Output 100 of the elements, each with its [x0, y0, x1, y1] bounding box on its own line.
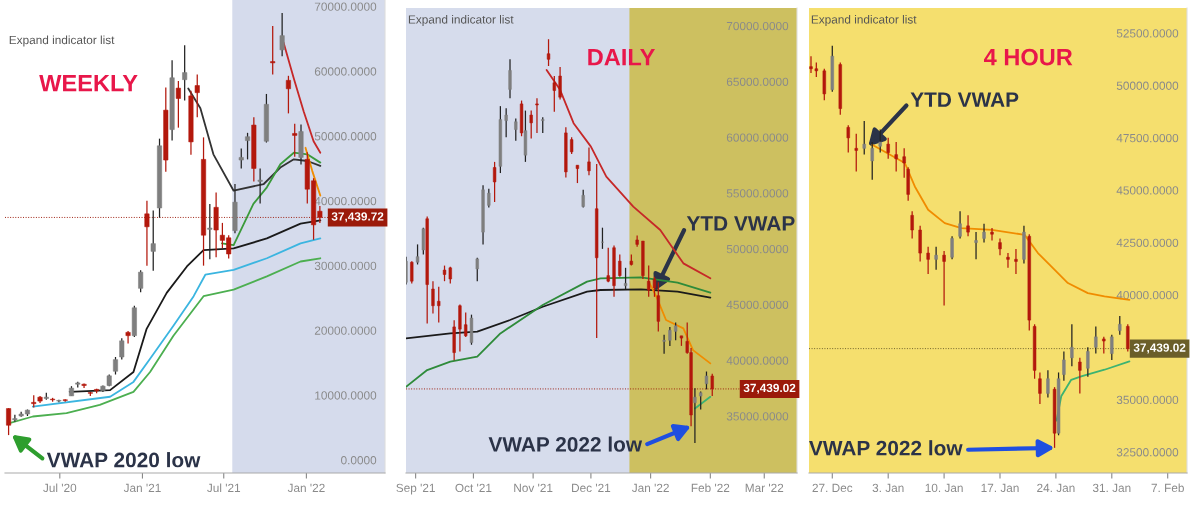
y-tick-label: 60000.0000 [314, 67, 377, 76]
x-tick-label: Sep '21 [396, 483, 435, 495]
candlestick [910, 210, 914, 240]
candlestick [415, 243, 420, 266]
text: 4 HOUR [983, 48, 1073, 66]
y-tick-label: 52500.0000 [1116, 29, 1179, 38]
candlestick [934, 246, 938, 271]
y-tick-label: 30000.0000 [314, 261, 377, 271]
candlestick [144, 200, 150, 267]
x-tick-label: Mar '22 [745, 483, 784, 493]
candlestick [618, 253, 622, 278]
candlestick [710, 373, 714, 397]
y-tick-label: 70000.0000 [314, 2, 377, 11]
candlestick [175, 80, 181, 129]
candlestick [1126, 323, 1130, 353]
text: WEEKLY [39, 75, 138, 92]
candlestick [270, 25, 276, 76]
y-tick-label: 10000.0000 [315, 391, 377, 400]
candlestick [508, 58, 512, 99]
x-tick-label: 3. Jan [872, 483, 904, 493]
y-tick-label: 70000.0000 [726, 21, 789, 31]
annotation: VWAP 2022 low [809, 440, 963, 456]
candlestick [410, 260, 414, 285]
candlestick [487, 188, 491, 209]
y-tick-label: 32500.0000 [1116, 448, 1179, 457]
candlestick [245, 132, 251, 161]
x-tick-label: Jan '21 [123, 483, 161, 493]
candlestick [894, 141, 898, 173]
candlestick [182, 44, 188, 102]
y-tick-label: 50000.0000 [314, 132, 377, 141]
candlestick [942, 250, 946, 307]
candlestick [292, 123, 298, 158]
candlestick [990, 227, 994, 242]
ref-line-label: 37,439.02 [1133, 343, 1186, 354]
y-tick-label: 42500.0000 [1116, 238, 1179, 247]
y-tick-label: 35000.0000 [726, 412, 789, 421]
x-tick-label: 10. Jan [925, 483, 963, 493]
x-tick-label: Jul '21 [207, 483, 241, 493]
candlestick [958, 210, 962, 240]
candlestick [558, 66, 562, 101]
candlestick [514, 117, 518, 142]
candlestick [966, 214, 970, 237]
candlestick [606, 247, 610, 283]
candlestick [1062, 350, 1066, 382]
candlestick [194, 73, 200, 118]
candlestick [1078, 357, 1082, 395]
ref-line-label: 37,439.72 [331, 212, 384, 223]
candlestick [600, 227, 605, 250]
candlestick [878, 128, 882, 154]
candlestick [1038, 371, 1042, 405]
y-tick-label: 0.0000 [341, 456, 377, 465]
candlestick [822, 68, 826, 101]
y-tick-label: 35000.0000 [1116, 395, 1179, 405]
y-tick-label: 20000.0000 [314, 326, 377, 335]
x-tick-label: 27. Dec [812, 483, 853, 493]
candlestick [529, 109, 533, 140]
candlestick [974, 231, 978, 260]
candlestick [854, 133, 858, 173]
candlestick [464, 311, 468, 338]
x-tick-label: Nov '21 [514, 483, 553, 493]
candlestick [918, 225, 922, 263]
x-tick-label: Jan '22 [287, 483, 325, 493]
candlestick [982, 223, 986, 244]
candlestick [125, 330, 131, 345]
candlestick [662, 334, 666, 355]
y-tick-label: 65000.0000 [726, 77, 789, 86]
candlestick [535, 97, 539, 134]
candlestick [693, 387, 697, 444]
x-tick-label: Oct '21 [455, 483, 492, 493]
candlestick [421, 227, 425, 256]
candlestick [668, 326, 672, 347]
y-tick-label: 60000.0000 [726, 133, 789, 142]
candlestick [1094, 325, 1098, 355]
annotation: Expand indicator list [9, 35, 115, 47]
x-tick-label: 31. Jan [1092, 483, 1131, 493]
y-tick-label: 47500.0000 [1116, 133, 1179, 143]
candlestick [238, 147, 244, 170]
y-tick-label: 50000.0000 [726, 244, 789, 254]
candlestick [862, 120, 866, 156]
y-tick-label: 45000.0000 [726, 300, 789, 310]
candlestick [587, 146, 591, 176]
candlestick [458, 303, 462, 353]
candlestick [213, 191, 219, 258]
candlestick [504, 107, 508, 138]
annotation: VWAP 2020 low [46, 452, 201, 468]
x-tick-label: Feb '22 [691, 483, 730, 493]
annotation: YTD VWAP [910, 92, 1019, 107]
candlestick [150, 209, 156, 272]
x-tick-label: Jan '22 [631, 483, 669, 493]
x-tick-label: Dec '21 [572, 483, 611, 493]
candlestick [285, 75, 291, 115]
candlestick [1070, 323, 1074, 367]
annotation: Expand indicator list [811, 14, 917, 26]
candlestick [437, 286, 441, 324]
candlestick [1118, 315, 1122, 336]
candlestick [279, 12, 285, 57]
candlestick [138, 269, 144, 293]
y-tick-label: 40000.0000 [1116, 290, 1179, 300]
x-tick-label: 7. Feb [1151, 483, 1184, 493]
candlestick [257, 167, 263, 205]
